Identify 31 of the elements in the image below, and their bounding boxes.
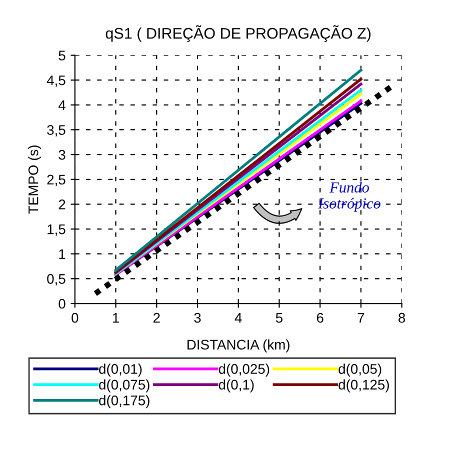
y-axis-title: TEMPO (s) — [28, 146, 42, 214]
legend-label: d(0,1) — [218, 379, 254, 392]
x-tick-label: 7 — [358, 313, 364, 323]
y-tick-label: 3,5 — [47, 125, 66, 137]
y-tick-label: 4,5 — [46, 76, 66, 87]
legend-label: d(0,05) — [338, 364, 382, 377]
y-tick-label: 4 — [58, 100, 66, 110]
legend-label: d(0,025) — [218, 364, 270, 377]
y-tick-label: 2 — [58, 200, 66, 210]
x-tick-label: 6 — [316, 312, 324, 323]
legend-label: d(0,175) — [99, 395, 150, 408]
annotation: Fundo Isotrópico — [318, 182, 380, 212]
x-tick-label: 4 — [234, 313, 242, 323]
legend-label: d(0,075) — [99, 379, 150, 392]
x-tick-label: 2 — [153, 312, 160, 323]
x-tick-label: 8 — [398, 312, 406, 323]
y-tick-label: 5 — [58, 50, 66, 60]
y-tick-label: 1,5 — [48, 224, 66, 236]
y-tick-label: 3 — [58, 150, 66, 160]
y-tick-label: 1 — [59, 249, 66, 259]
x-axis-title: DISTANCIA (km) — [188, 339, 290, 352]
x-tick-label: 5 — [276, 313, 282, 323]
chart-title: qS1 ( DIREÇÃO DE PROPAGAÇÃO Z) — [106, 25, 371, 42]
x-tick-label: 0 — [72, 312, 78, 323]
legend-label: d(0,01) — [99, 364, 142, 377]
x-tick-label: 1 — [112, 313, 119, 323]
legend-label: d(0,125) — [338, 379, 389, 392]
y-tick-label: 2,5 — [47, 174, 66, 186]
y-tick-label: 0,5 — [47, 274, 66, 286]
x-tick-label: 3 — [194, 312, 201, 323]
y-tick-label: 0 — [58, 298, 66, 309]
